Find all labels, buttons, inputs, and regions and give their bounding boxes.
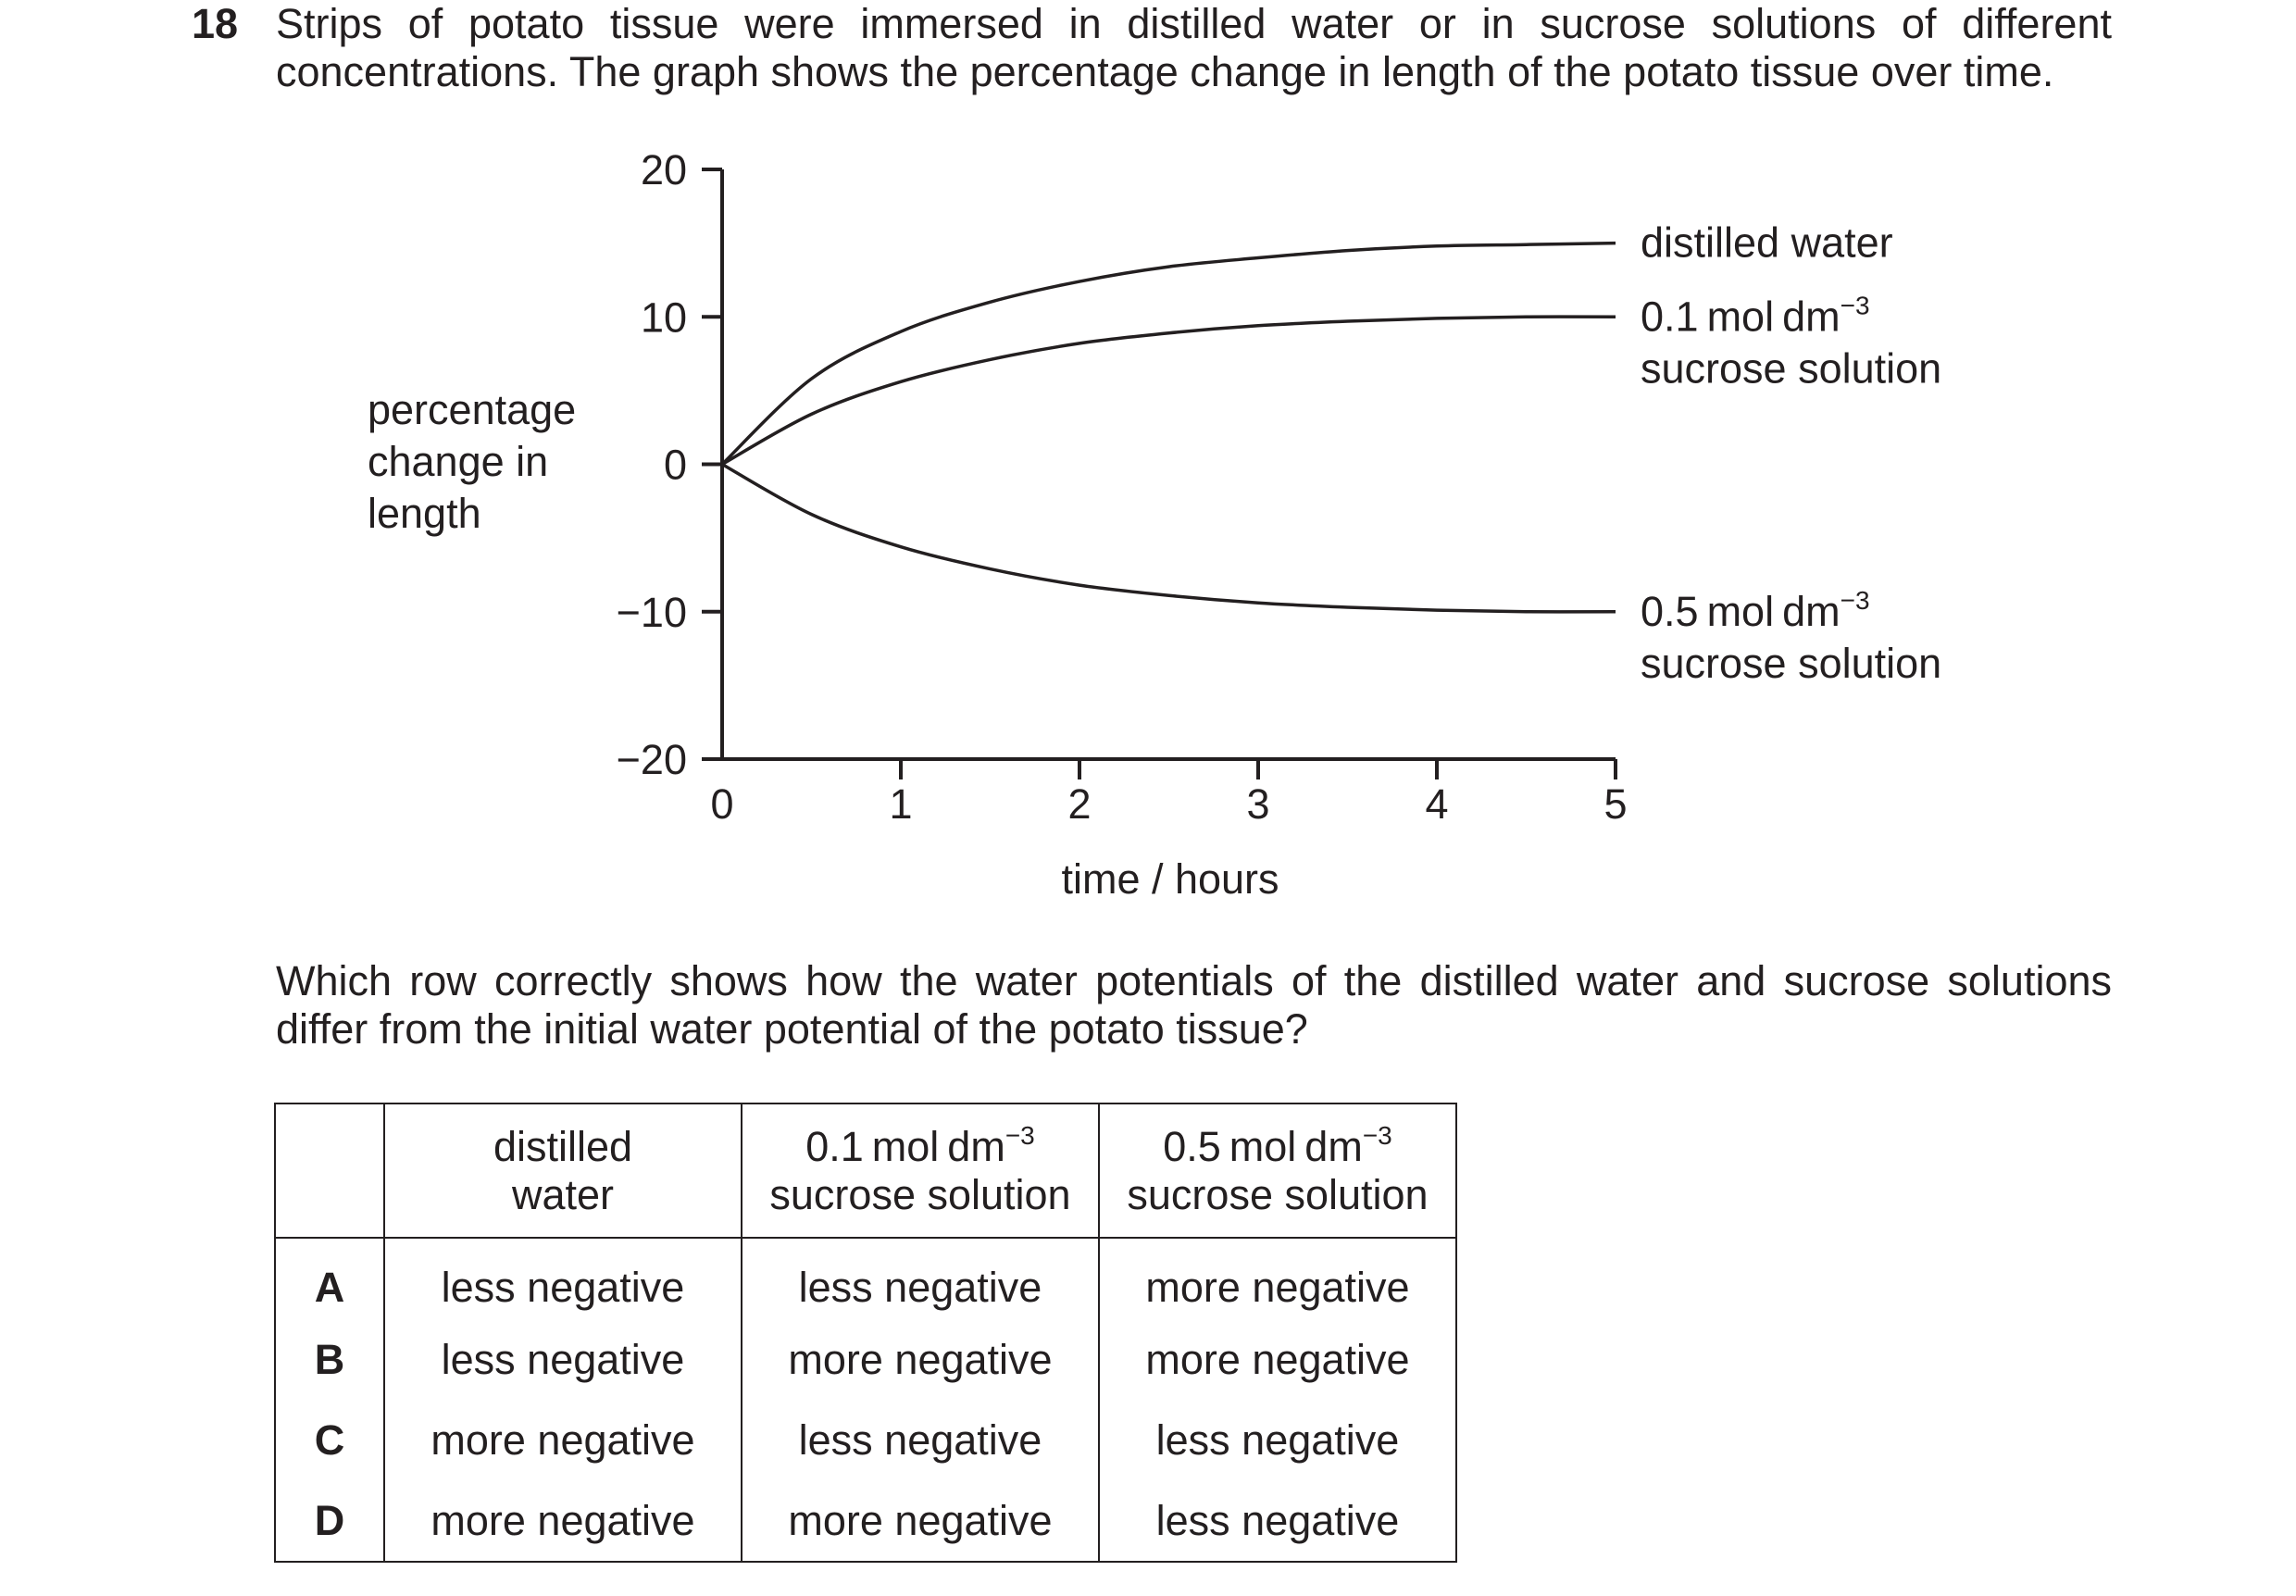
table-cell: less negative xyxy=(1098,1400,1457,1480)
series-label-superscript: −3 xyxy=(1841,291,1870,319)
x-tick-label: 5 xyxy=(1603,780,1627,828)
table-cell: more negative xyxy=(741,1480,1100,1562)
series-line-0-5-sucrose xyxy=(721,462,1616,614)
y-tick-label: −10 xyxy=(617,589,687,636)
table-cell: more negative xyxy=(383,1480,742,1562)
header-distilled-water: distilled water xyxy=(383,1103,742,1239)
y-axis-label-line-3: length xyxy=(368,490,481,537)
table-row[interactable]: B less negative more negative more negat… xyxy=(274,1319,1457,1400)
prompt-line-2: differ from the initial water potential … xyxy=(276,1005,1308,1053)
table-cell: more negative xyxy=(1098,1319,1457,1400)
y-tick-label: 0 xyxy=(664,442,687,489)
series-line-distilled-water xyxy=(720,241,1616,466)
table-cell: less negative xyxy=(383,1238,742,1319)
y-axis-label: percentage change in length xyxy=(368,386,576,537)
table-cell: less negative xyxy=(741,1400,1100,1480)
series-label-line-1: 0.5 mol dm−3 xyxy=(1641,586,1870,635)
series-label-line-1: 0.1 mol dm−3 xyxy=(1641,291,1870,340)
header-0-1-sucrose: 0.1 mol dm−3 sucrose solution xyxy=(741,1103,1100,1239)
y-tick-label: −20 xyxy=(617,736,687,783)
x-tick-label: 0 xyxy=(710,780,733,828)
y-tick-label: 10 xyxy=(641,293,687,341)
x-tick-label: 4 xyxy=(1425,780,1448,828)
table-cell: less negative xyxy=(741,1238,1100,1319)
option-letter: B xyxy=(274,1319,385,1400)
question-stem: Strips of potato tissue were immersed in… xyxy=(276,0,2112,96)
option-letter: A xyxy=(274,1238,385,1319)
series-label: 0.5 mol dm−3 sucrose solution xyxy=(1641,586,1941,687)
prompt-line-1: Which row correctly shows how the water … xyxy=(276,957,2112,1004)
series-lines xyxy=(720,241,1616,614)
question-number: 18 xyxy=(192,0,239,47)
table-cell: more negative xyxy=(383,1400,742,1480)
series-label-line-2: sucrose solution xyxy=(1641,640,1941,687)
line-chart: percentage change in length 20100−10−20 … xyxy=(368,146,1941,903)
option-letter: C xyxy=(274,1400,385,1480)
x-tick-label: 1 xyxy=(889,780,912,828)
question-prompt: Which row correctly shows how the water … xyxy=(276,957,2112,1054)
x-axis-label: time / hours xyxy=(1061,855,1279,903)
series-label-line-2: sucrose solution xyxy=(1641,344,1941,392)
y-ticks: 20 10 0 −10 −20 xyxy=(617,146,722,783)
series-line-0-1-sucrose xyxy=(721,315,1616,467)
table-cell: less negative xyxy=(383,1319,742,1400)
x-ticks: 0 1 2 3 4 5 xyxy=(710,759,1628,828)
table-header-row: distilled water 0.1 mol dm−3 sucrose solut… xyxy=(274,1103,1457,1239)
y-axis-label-line-2: change in xyxy=(368,438,548,485)
table-row[interactable]: D more negative more negative less negat… xyxy=(274,1480,1457,1562)
table-row[interactable]: C more negative less negative less negat… xyxy=(274,1400,1457,1480)
y-axis-label-line-1: percentage xyxy=(368,386,576,433)
series-label: distilled water xyxy=(1641,219,1893,267)
stem-line-2: concentrations. The graph shows the perc… xyxy=(276,48,2054,95)
stem-line-1: Strips of potato tissue were immersed in… xyxy=(276,0,2112,47)
table-cell: more negative xyxy=(1098,1238,1457,1319)
y-tick-label: 20 xyxy=(641,146,687,193)
x-tick-label: 3 xyxy=(1246,780,1269,828)
answer-table: distilled water 0.1 mol dm−3 sucrose solut… xyxy=(274,1103,1457,1563)
option-letter: D xyxy=(274,1480,385,1562)
table-row[interactable]: A less negative less negative more negat… xyxy=(274,1238,1457,1319)
series-label-superscript: −3 xyxy=(1841,586,1870,615)
x-tick-label: 2 xyxy=(1067,780,1091,828)
header-blank xyxy=(274,1103,385,1239)
axes xyxy=(720,169,1616,761)
table-cell: less negative xyxy=(1098,1480,1457,1562)
table-cell: more negative xyxy=(741,1319,1100,1400)
series-label-line-1: distilled water xyxy=(1641,219,1893,267)
header-0-5-sucrose: 0.5 mol dm−3 sucrose solution xyxy=(1098,1103,1457,1239)
